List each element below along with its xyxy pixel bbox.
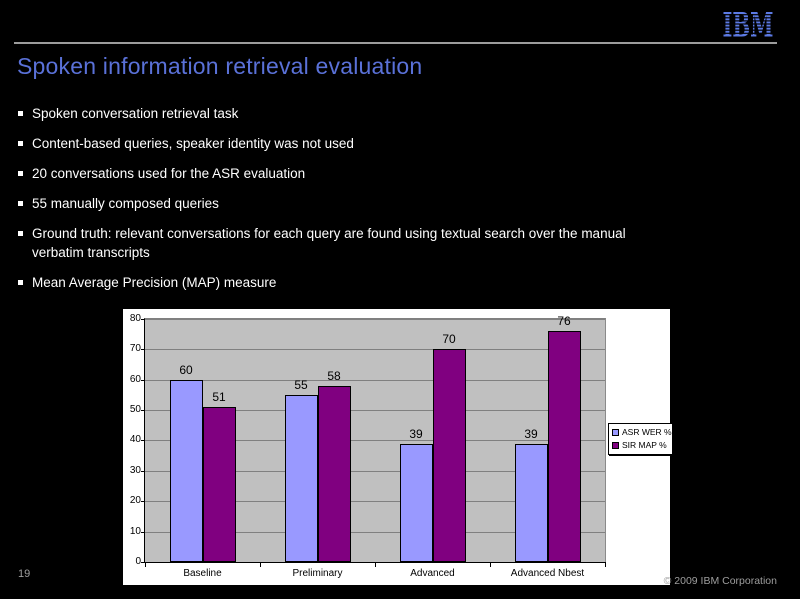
y-tick (141, 349, 145, 350)
bullet-item: Content-based queries, speaker identity … (18, 134, 748, 153)
bar-asr-wer (169, 380, 203, 562)
bar-chart: 60 51 55 58 39 70 39 76 ASR WER % SIR MAP % 0 10 2… (123, 309, 673, 585)
gridline (145, 471, 605, 472)
bar-asr-wer (284, 395, 318, 562)
bullet-icon (18, 280, 23, 285)
y-tick-label: 10 (129, 526, 141, 537)
y-tick (141, 410, 145, 411)
bar-value-label: 51 (212, 390, 226, 404)
bullet-text: Content-based queries, speaker identity … (32, 136, 354, 151)
y-tick (141, 501, 145, 502)
legend-item: ASR WER % (612, 427, 672, 437)
gridline (145, 319, 605, 320)
bar-sir-map (202, 407, 236, 562)
bullet-item: 20 conversations used for the ASR evalua… (18, 164, 748, 183)
y-tick-label: 50 (129, 404, 141, 415)
bullet-icon (18, 171, 23, 176)
chart-legend: ASR WER % SIR MAP % (608, 423, 673, 455)
gridline (145, 410, 605, 411)
y-tick (141, 471, 145, 472)
x-tick-label: Baseline (183, 568, 222, 579)
page-number: 19 (18, 568, 31, 580)
ibm-logo-icon: IBM (722, 6, 774, 46)
slide-title: Spoken information retrieval evaluation (17, 53, 423, 79)
x-tick-label: Advanced Nbest (510, 568, 585, 579)
bullet-icon (18, 111, 23, 116)
y-tick (141, 319, 145, 320)
bullet-item: 55 manually composed queries (18, 194, 748, 213)
header-divider (14, 42, 777, 44)
bar-value-label: 58 (327, 369, 341, 383)
x-tick (605, 562, 606, 567)
legend-swatch-asr-wer (612, 429, 619, 436)
x-tick (145, 562, 146, 567)
y-tick-label: 60 (129, 374, 141, 385)
bar-sir-map (547, 331, 581, 562)
bullet-text: 55 manually composed queries (32, 196, 219, 211)
gridline (145, 440, 605, 441)
bullet-item: Spoken conversation retrieval task (18, 104, 748, 123)
bullet-item: Mean Average Precision (MAP) measure (18, 273, 748, 292)
y-tick-label: 30 (129, 465, 141, 476)
legend-label: ASR WER % (622, 427, 672, 437)
bar-value-label: 76 (557, 314, 571, 328)
bar-sir-map (317, 386, 351, 562)
y-tick-label: 70 (129, 343, 141, 354)
gridline (145, 380, 605, 381)
bullet-text: Mean Average Precision (MAP) measure (32, 275, 277, 290)
y-tick (141, 562, 145, 563)
gridline (145, 501, 605, 502)
x-tick (260, 562, 261, 567)
bar-value-label: 55 (294, 378, 308, 392)
bullet-icon (18, 231, 23, 236)
bullet-text: 20 conversations used for the ASR evalua… (32, 166, 306, 181)
x-tick-label: Advanced (410, 568, 455, 579)
y-tick-label: 20 (129, 495, 141, 506)
legend-swatch-sir-map (612, 442, 619, 449)
bar-value-label: 39 (524, 427, 538, 441)
ibm-logo: IBM (722, 6, 774, 46)
gridline (145, 349, 605, 350)
legend-item: SIR MAP % (612, 441, 670, 450)
chart-plot-area: 60 51 55 58 39 70 39 76 (144, 314, 606, 563)
bar-asr-wer (399, 444, 433, 562)
y-tick (141, 532, 145, 533)
ibm-logo-stripes (722, 14, 774, 34)
bullet-icon (18, 141, 23, 146)
y-tick-label: 0 (135, 556, 141, 567)
bar-value-label: 70 (442, 332, 456, 346)
bullet-list: Spoken conversation retrieval task Conte… (18, 104, 748, 303)
y-tick (141, 440, 145, 441)
bar-value-label: 39 (409, 427, 423, 441)
bullet-text: Ground truth: relevant conversations for… (32, 226, 626, 260)
y-tick (141, 380, 145, 381)
copyright-text: © 2009 IBM Corporation (663, 575, 777, 587)
x-tick (490, 562, 491, 567)
bar-asr-wer (514, 444, 548, 562)
bar-value-label: 60 (179, 363, 193, 377)
bullet-icon (18, 201, 23, 206)
bullet-text: Spoken conversation retrieval task (32, 106, 239, 121)
bar-sir-map (432, 349, 466, 562)
gridline (145, 532, 605, 533)
bullet-item: Ground truth: relevant conversations for… (18, 224, 748, 262)
x-tick-label: Preliminary (292, 568, 343, 579)
y-tick-label: 40 (129, 434, 141, 445)
y-tick-label: 80 (129, 313, 141, 324)
legend-label: SIR MAP % (622, 440, 667, 450)
x-tick (375, 562, 376, 567)
